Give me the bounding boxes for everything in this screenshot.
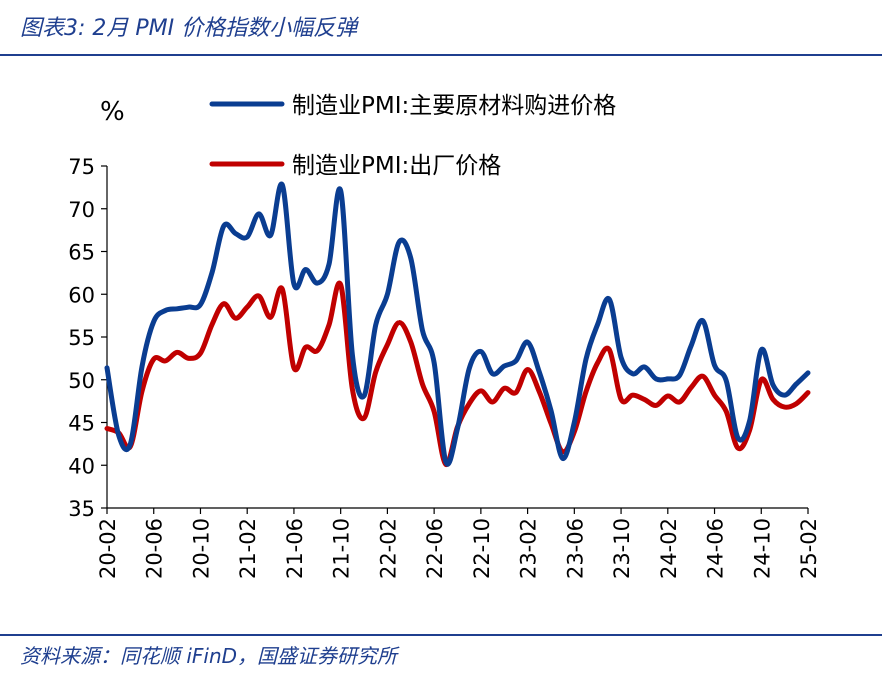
x-tick-label: 24-06 (704, 518, 728, 579)
x-tick-label: 21-02 (236, 518, 260, 579)
x-tick-label: 22-10 (470, 518, 494, 579)
y-tick-label: 35 (68, 497, 95, 521)
figure-title: 图表3: 2月 PMI 价格指数小幅反弹 (20, 16, 358, 41)
y-axis: 35 40 45 50 55 60 65 70 75 (68, 155, 108, 521)
x-tick-label: 23-06 (563, 518, 587, 579)
x-tick-label: 20-10 (189, 518, 213, 579)
top-rule (0, 54, 882, 56)
y-tick-label: 60 (68, 283, 95, 307)
x-tick-label: 24-02 (657, 518, 681, 579)
x-tick-label: 22-06 (423, 518, 447, 579)
y-tick-label: 45 (68, 412, 95, 436)
unit-label: % (100, 97, 125, 127)
source-note: 资料来源：同花顺 iFinD，国盛证券研究所 (20, 644, 398, 668)
y-tick-label: 70 (68, 198, 95, 222)
x-tick-label: 24-10 (750, 518, 774, 579)
x-tick-label: 21-10 (330, 518, 354, 579)
series-lines (104, 181, 811, 467)
y-tick-label: 65 (68, 241, 95, 265)
y-tick-label: 55 (68, 326, 95, 350)
bottom-rule (0, 634, 882, 636)
x-tick-label: 20-02 (96, 518, 120, 579)
series-line-input-price (104, 181, 811, 467)
y-tick-label: 40 (68, 454, 95, 478)
legend-label: 制造业PMI:出厂价格 (292, 153, 501, 179)
x-tick-label: 25-02 (797, 518, 821, 579)
x-tick-label: 23-02 (517, 518, 541, 579)
legend-label: 制造业PMI:主要原材料购进价格 (292, 93, 616, 119)
x-axis: 20-02 20-06 20-10 21-02 21-06 21-10 22-02 22-06… (96, 507, 821, 579)
y-tick-label: 75 (68, 155, 95, 179)
x-tick-label: 21-06 (283, 518, 307, 579)
x-tick-label: 23-10 (610, 518, 634, 579)
x-tick-label: 20-06 (143, 518, 167, 579)
x-tick-label: 22-02 (376, 518, 400, 579)
y-tick-label: 50 (68, 369, 95, 393)
